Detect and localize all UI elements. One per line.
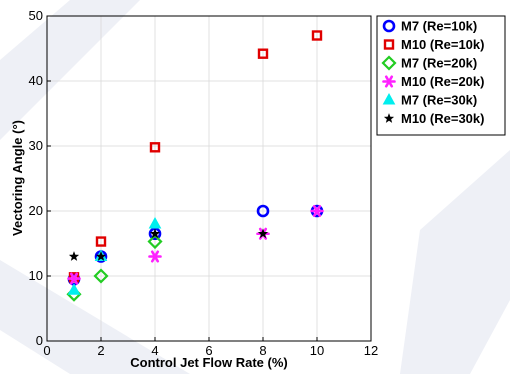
y-tick-label: 10 (29, 268, 43, 283)
data-points (66, 30, 324, 302)
data-point (149, 142, 161, 153)
legend-label: M10 (Re=10k) (401, 37, 484, 52)
legend-box (376, 15, 506, 136)
legend: M7 (Re=10k) M10 (Re=10k) M7 (Re=20k) M10 (R… (376, 15, 506, 136)
legend-label: M7 (Re=10k) (401, 19, 477, 34)
x-tick-label: 6 (205, 343, 212, 358)
x-tick-label: 12 (364, 343, 378, 358)
data-point (93, 268, 109, 284)
legend-label: M10 (Re=20k) (401, 74, 484, 89)
data-point (148, 216, 162, 229)
axis-ticks: 0 2 4 6 8 10 12 0 10 20 30 40 50 (29, 8, 379, 358)
y-tick-label: 30 (29, 138, 43, 153)
legend-marker (382, 75, 396, 88)
data-point (310, 204, 324, 218)
legend-label: M10 (Re=30k) (401, 111, 484, 126)
legend-marker (381, 55, 397, 71)
data-point (68, 251, 80, 261)
legend-label: M7 (Re=20k) (401, 56, 477, 71)
legend-entry: M7 (Re=10k) (382, 19, 477, 34)
legend-label: M7 (Re=30k) (401, 93, 477, 108)
x-tick-label: 2 (97, 343, 104, 358)
y-tick-label: 40 (29, 73, 43, 88)
y-tick-label: 20 (29, 203, 43, 218)
data-point (149, 228, 161, 239)
data-point (147, 233, 163, 250)
data-point (257, 228, 269, 239)
legend-marker (382, 19, 396, 33)
x-tick-label: 10 (310, 343, 324, 358)
legend-entry: M10 (Re=10k) (383, 37, 484, 52)
legend-marker (383, 113, 395, 123)
x-tick-label: 4 (151, 343, 158, 358)
x-tick-label: 8 (259, 343, 266, 358)
legend-entry: M7 (Re=30k) (382, 92, 477, 108)
legend-entry: M10 (Re=20k) (382, 74, 484, 89)
legend-marker (382, 92, 396, 105)
legend-entry: M7 (Re=20k) (381, 55, 477, 71)
data-point (311, 30, 323, 41)
data-point (256, 204, 270, 218)
x-tick-label: 0 (43, 343, 50, 358)
y-tick-label: 0 (36, 333, 43, 348)
data-point (67, 283, 81, 295)
grid (47, 16, 371, 341)
data-point (67, 272, 81, 285)
legend-marker (383, 39, 395, 50)
data-point (148, 250, 162, 263)
data-point (68, 272, 80, 283)
data-point (95, 251, 107, 261)
y-tick-label: 50 (29, 8, 43, 23)
data-point (257, 48, 269, 59)
data-point (95, 236, 107, 247)
legend-entry: M10 (Re=30k) (383, 111, 484, 126)
y-axis-title: Vectoring Angle (°) (10, 120, 25, 236)
x-axis-title: Control Jet Flow Rate (%) (130, 355, 287, 370)
